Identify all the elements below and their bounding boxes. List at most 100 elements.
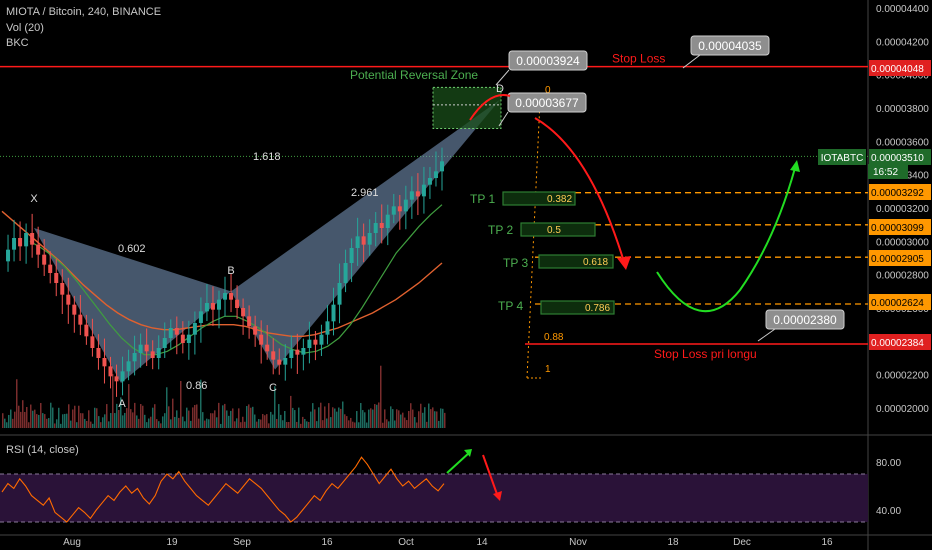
volume-bar: [30, 404, 32, 428]
volume-bar: [132, 412, 134, 428]
reversal-curve: [469, 94, 511, 121]
symbol-tag-box: [818, 149, 866, 165]
volume-bar: [230, 410, 232, 428]
volume-bar: [394, 420, 396, 428]
volume-bar: [144, 414, 146, 428]
long-arrow-head: [790, 160, 800, 172]
candle-body: [144, 344, 149, 352]
volume-bar: [424, 407, 426, 428]
callout-pointer: [757, 328, 776, 342]
volume-bar: [376, 404, 378, 428]
fib-level-088: 0.88: [544, 332, 564, 343]
candle-body: [385, 214, 390, 228]
volume-bar: [328, 403, 330, 428]
volume-bar: [4, 418, 6, 428]
volume-bar: [90, 421, 92, 428]
volume-bar: [322, 420, 324, 428]
y-axis-tick: 0.00004400: [876, 4, 929, 15]
candle-body: [108, 366, 113, 377]
candle-body: [265, 344, 270, 352]
volume-bar: [368, 409, 370, 428]
volume-bar: [412, 409, 414, 428]
candle-body: [397, 206, 402, 212]
candle-body: [289, 349, 294, 358]
volume-bar: [292, 407, 294, 428]
volume-bar: [154, 404, 156, 428]
candle-body: [283, 358, 288, 365]
volume-bar: [196, 404, 198, 428]
volume-bar: [110, 413, 112, 428]
rsi-down-arrow: [482, 454, 499, 498]
candle-body: [331, 304, 336, 322]
callout-pointer: [498, 111, 509, 127]
candle-body: [72, 304, 77, 315]
volume-bar: [202, 412, 204, 428]
volume-bar: [262, 414, 264, 428]
volume-bar: [224, 403, 226, 428]
volume-bar: [46, 418, 48, 428]
candle-body: [102, 358, 107, 367]
candle-body: [421, 184, 426, 197]
volume-bar: [300, 423, 302, 428]
volume-bar: [118, 410, 120, 428]
volume-bar: [34, 409, 36, 428]
volume-bar: [356, 411, 358, 428]
volume-bar: [112, 374, 114, 428]
pattern-bcd-triangle: [231, 99, 500, 370]
volume-bar: [418, 411, 420, 428]
volume-bar: [78, 405, 80, 428]
volume-bar: [214, 410, 216, 428]
volume-bar: [244, 421, 246, 428]
volume-bar: [216, 417, 218, 428]
volume-bar: [384, 409, 386, 428]
candle-body: [247, 316, 252, 327]
volume-bar: [304, 419, 306, 428]
volume-bar: [400, 414, 402, 428]
volume-bar: [326, 418, 328, 428]
volume-bar: [108, 421, 110, 428]
ratio-label: 0.602: [118, 243, 146, 255]
volume-bar: [14, 411, 16, 428]
volume-bar: [128, 384, 130, 428]
volume-bar: [256, 421, 258, 428]
volume-bar: [26, 406, 28, 428]
volume-bar: [334, 408, 336, 428]
short-arrow-curve: [534, 117, 625, 263]
volume-bar: [318, 407, 320, 428]
ratio-label: 1.618: [253, 151, 281, 163]
volume-bar: [364, 412, 366, 428]
volume-bar: [306, 421, 308, 428]
candle-body: [150, 351, 155, 358]
prz-label: Potential Reversal Zone: [350, 68, 478, 82]
candle-body: [138, 344, 143, 353]
price-label: 0.00002624: [871, 298, 924, 309]
volume-bar: [176, 410, 178, 428]
volume-bar: [170, 419, 172, 428]
rsi-line: [1, 456, 445, 523]
volume-bar: [434, 411, 436, 428]
volume-bar: [136, 415, 138, 428]
y-axis-tick: 0.00003000: [876, 237, 929, 248]
volume-bar: [268, 423, 270, 428]
volume-bar: [172, 398, 174, 428]
rsi-up-arrow: [446, 451, 471, 474]
candle-body: [114, 376, 119, 382]
price-label: 0.00002905: [871, 254, 924, 265]
volume-bar: [250, 407, 252, 428]
volume-bar: [168, 406, 170, 428]
volume-bar: [200, 379, 202, 428]
volume-bar: [24, 411, 26, 428]
volume-bar: [146, 422, 148, 428]
candle-body: [198, 311, 203, 323]
volume-bar: [284, 411, 286, 428]
tp-fib-value: 0.786: [585, 303, 610, 314]
volume-bar: [10, 409, 12, 428]
callout-prz-top: 0.00003924: [516, 54, 580, 68]
candle-body: [42, 254, 47, 265]
volume-bar: [152, 407, 154, 428]
volume-bar: [84, 418, 86, 428]
candle-body: [373, 223, 378, 233]
y-axis-tick: 0.00003800: [876, 104, 929, 115]
price-label: 0.00003099: [871, 223, 924, 234]
bkc-indicator-label: BKC: [6, 37, 29, 49]
